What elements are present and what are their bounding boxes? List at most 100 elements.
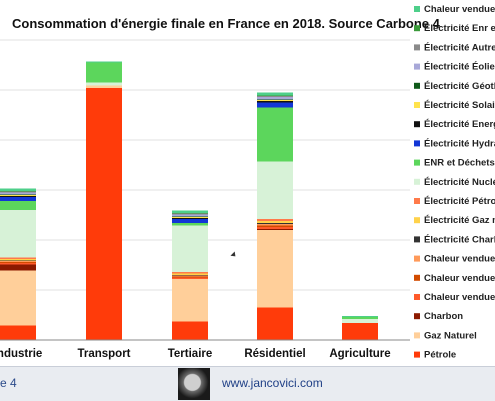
bar-segment [257, 97, 293, 100]
legend-label: Gaz Naturel [424, 330, 477, 341]
bar-segment [86, 61, 122, 63]
bar-segment [172, 276, 208, 278]
legend-swatch [414, 236, 420, 243]
legend-swatch [414, 102, 420, 108]
bar-segment [257, 101, 293, 103]
bar-segment [257, 227, 293, 229]
bar-segment [257, 100, 293, 101]
legend-swatch [414, 217, 420, 224]
bar-segment [257, 95, 293, 96]
chart-gridlines [0, 39, 410, 291]
bar-segment [172, 275, 208, 276]
bar-segment [172, 213, 208, 214]
legend-label: Électricité Enr et [424, 23, 495, 34]
legend-swatch [414, 25, 420, 32]
legend-label: Chaleur vendue P [424, 292, 495, 303]
legend-swatch [414, 294, 420, 300]
legend-label: Chaleur vendue C [424, 254, 495, 265]
legend-swatch [414, 44, 420, 51]
legend-swatch [414, 178, 420, 185]
legend-swatch [414, 6, 420, 12]
legend-swatch [414, 159, 420, 166]
bar-segment [0, 325, 36, 340]
bar-segment [0, 197, 36, 201]
bar-segment [342, 319, 378, 323]
bar-segment [0, 194, 36, 195]
bar-segment [257, 229, 293, 230]
bar-segment [172, 218, 208, 219]
bar-segment [86, 62, 122, 83]
legend-swatch [414, 274, 420, 281]
bar-segment [257, 92, 293, 96]
chart-bars [0, 61, 378, 340]
bar-segment [86, 88, 122, 340]
bar-segment [172, 272, 208, 274]
bar-segment [0, 191, 36, 192]
bar-segment [0, 201, 36, 210]
legend-swatch [414, 332, 420, 339]
legend-label: Électricité Solaire [424, 100, 495, 111]
bar-segment [257, 161, 293, 219]
bar-segment [172, 210, 208, 213]
legend-label: Électricité Energi [424, 119, 495, 130]
legend-swatch [414, 82, 420, 89]
bar-segment [86, 85, 122, 88]
category-label: Agriculture [329, 348, 390, 360]
bar-segment [0, 195, 36, 196]
legend-label: Électricité Géothe [424, 81, 495, 92]
bar-segment [172, 225, 208, 272]
category-label: Résidentiel [244, 348, 305, 360]
legend-label: Électricité Hydrau [424, 138, 495, 149]
legend-label: ENR et Déchets [424, 158, 495, 169]
moon-thumbnail-icon [178, 368, 210, 400]
bar-segment [342, 317, 378, 319]
chart-legend: Chaleur vendue E Électricité Enr et Électr… [414, 4, 495, 361]
bar-segment [0, 196, 36, 197]
bar-segment [172, 219, 208, 223]
slide-footer: e 4 www.jancovici.com [0, 366, 495, 401]
bar-segment [172, 223, 208, 226]
bar-segment [0, 192, 36, 195]
bar-segment [257, 224, 293, 226]
bar-segment [257, 225, 293, 227]
bar-segment [172, 217, 208, 218]
legend-label: Pétrole [424, 350, 456, 361]
bar-segment [257, 96, 293, 97]
legend-label: Chaleur vendue C [424, 273, 495, 284]
bar-segment [0, 262, 36, 263]
chart: Industrie Transport Tertiaire Résidentiel Ag… [0, 4, 495, 361]
bar-segment [342, 316, 378, 317]
bar-segment [0, 257, 36, 259]
legend-label: Électricité Charbo [424, 234, 495, 245]
legend-label: Électricité Autres [424, 42, 495, 53]
bar-segment [0, 264, 36, 271]
chart-category-labels: Industrie Transport Tertiaire Résidentiel Ag… [0, 348, 391, 360]
category-label: Tertiaire [168, 348, 213, 360]
bar-segment [257, 99, 293, 100]
legend-swatch [414, 313, 420, 320]
legend-label: Électricité Nucléa [424, 177, 495, 188]
legend-swatch [414, 351, 420, 358]
bar-segment [0, 260, 36, 261]
bar-segment [0, 261, 36, 262]
bar-segment [257, 221, 293, 223]
legend-swatch [414, 140, 420, 147]
bar-segment [0, 259, 36, 261]
legend-swatch [414, 198, 420, 204]
legend-swatch [414, 63, 420, 70]
bar-segment [342, 323, 378, 340]
legend-label: Charbon [424, 311, 463, 322]
bar-segment [172, 214, 208, 217]
bar-segment [257, 223, 293, 224]
legend-swatch [414, 121, 420, 128]
bar-segment [172, 275, 208, 277]
bar-segment [257, 307, 293, 340]
bar-segment [257, 219, 293, 221]
bar-segment [172, 273, 208, 275]
bar-segment [172, 321, 208, 340]
website-link[interactable]: www.jancovici.com [222, 376, 323, 390]
bar-segment [0, 210, 36, 258]
bar-segment [172, 213, 208, 215]
bar-segment [257, 230, 293, 308]
bar-segment [172, 277, 208, 279]
